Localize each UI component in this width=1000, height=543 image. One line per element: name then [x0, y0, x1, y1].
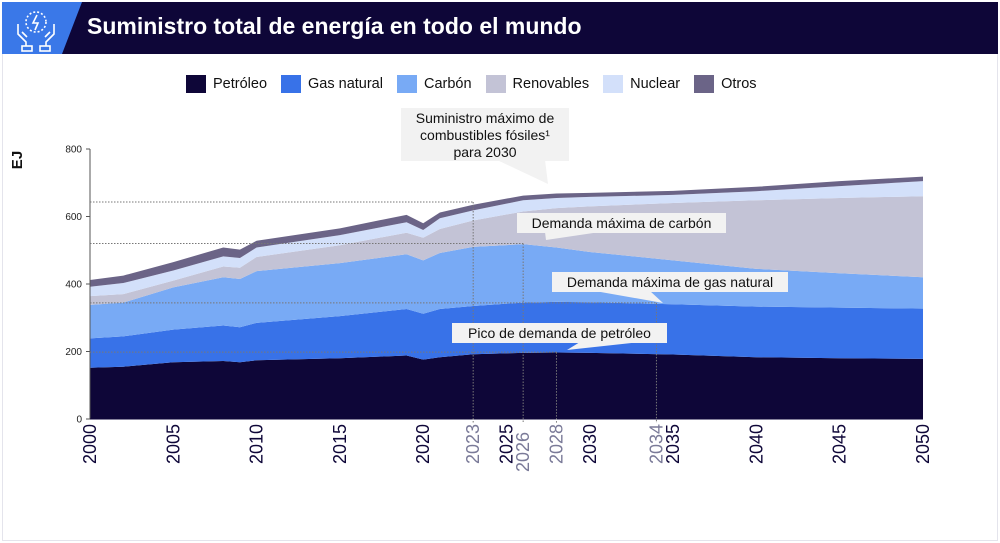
legend: Petróleo Gas natural Carbón Renovables N… — [186, 75, 757, 93]
x-tick-label: 2030 — [580, 424, 600, 464]
x-tick-label: 2034 — [646, 424, 666, 464]
x-tick-label: 2015 — [330, 424, 350, 464]
legend-label: Renovables — [512, 76, 590, 92]
y-tick-label: 800 — [65, 145, 82, 156]
annotation-pointer — [497, 160, 548, 184]
annotation-text: Demanda máxima de gas natural — [567, 274, 773, 290]
annotation-pointer — [595, 291, 663, 303]
y-axis-label: EJ — [9, 151, 26, 169]
x-tick-label: 2005 — [163, 424, 183, 464]
legend-item-otros: Otros — [694, 75, 757, 93]
legend-label: Otros — [721, 76, 757, 92]
annotation-box — [401, 108, 569, 161]
x-tick-label: 2028 — [546, 424, 566, 464]
x-tick-label: 2026 — [513, 432, 533, 472]
x-tick-label: 2050 — [913, 424, 933, 464]
x-tick-label: 2010 — [247, 424, 267, 464]
legend-swatch — [281, 75, 302, 93]
hands-energy-icon — [17, 11, 55, 52]
y-tick-label: 200 — [65, 347, 82, 358]
annotation-text: Suministro máximo de — [416, 110, 555, 126]
legend-item-carbon: Carbón — [396, 75, 472, 93]
x-tick-label: 2035 — [663, 424, 683, 464]
x-tick-label: 2040 — [746, 424, 766, 464]
x-tick-label: 2025 — [497, 424, 517, 464]
area-carbón — [90, 244, 923, 339]
legend-swatch — [603, 75, 624, 93]
icon-box — [2, 2, 82, 54]
annotation-text: para 2030 — [453, 144, 516, 160]
legend-item-gas: Gas natural — [281, 75, 383, 93]
legend-label: Carbón — [423, 76, 472, 92]
x-tick-label: 2045 — [830, 424, 850, 464]
y-tick-label: 0 — [76, 415, 82, 426]
legend-item-petroleo: Petróleo — [186, 75, 267, 93]
legend-swatch — [694, 75, 715, 93]
legend-label: Petróleo — [213, 76, 268, 92]
legend-label: Gas natural — [308, 76, 383, 92]
annotation-text: Pico de demanda de petróleo — [468, 325, 651, 341]
annotation-box — [552, 272, 788, 292]
annotation-text: Demanda máxima de carbón — [532, 215, 712, 231]
legend-item-renovables: Renovables — [485, 75, 590, 93]
x-tick-label: 2000 — [80, 424, 100, 464]
annotation-pointer — [545, 232, 600, 240]
area-nuclear — [90, 181, 923, 297]
y-tick-label: 600 — [65, 212, 82, 223]
legend-item-nuclear: Nuclear — [603, 75, 680, 93]
legend-swatch — [396, 75, 417, 93]
legend-label: Nuclear — [630, 76, 681, 92]
legend-swatch — [186, 75, 206, 93]
area-otros — [90, 176, 923, 287]
annotation-pointer — [567, 342, 640, 350]
annotation-box — [517, 213, 726, 233]
x-tick-label: 2023 — [463, 424, 483, 464]
page-title: Suministro total de energía en todo el m… — [87, 13, 582, 39]
x-tick-label: 2020 — [413, 424, 433, 464]
annotation-box — [452, 323, 667, 343]
area-petróleo — [90, 352, 923, 419]
y-tick-label: 400 — [65, 280, 82, 291]
header-bar — [2, 2, 998, 54]
annotation-text: combustibles fósiles¹ — [420, 127, 550, 143]
legend-swatch — [485, 75, 506, 93]
